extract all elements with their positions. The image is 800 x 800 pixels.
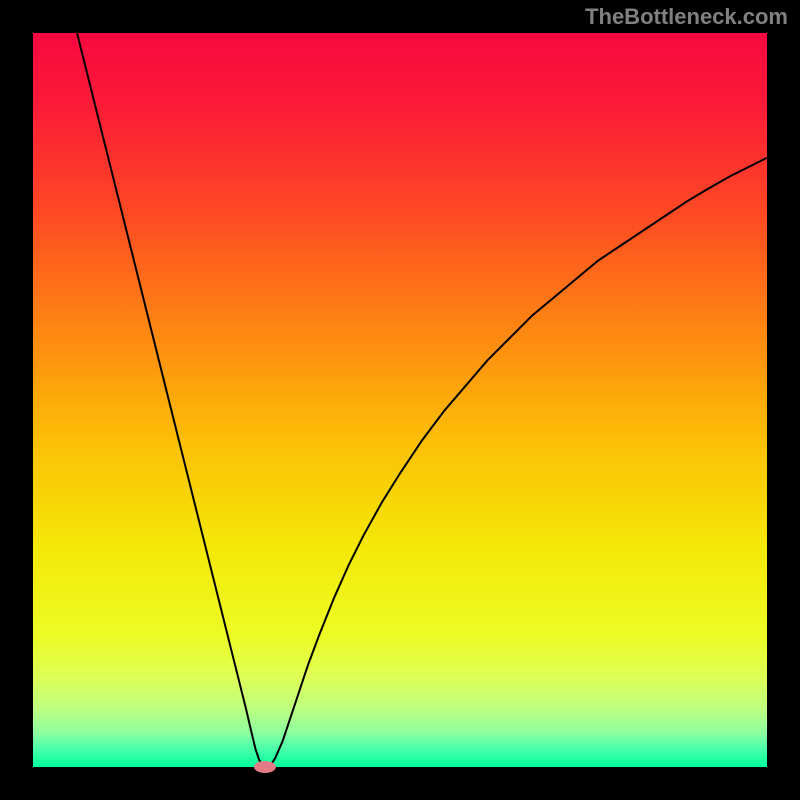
chart-container: TheBottleneck.com — [0, 0, 800, 800]
bottleneck-chart — [0, 0, 800, 800]
plot-background — [33, 33, 767, 767]
watermark-text: TheBottleneck.com — [585, 4, 788, 30]
minimum-marker — [254, 761, 276, 773]
